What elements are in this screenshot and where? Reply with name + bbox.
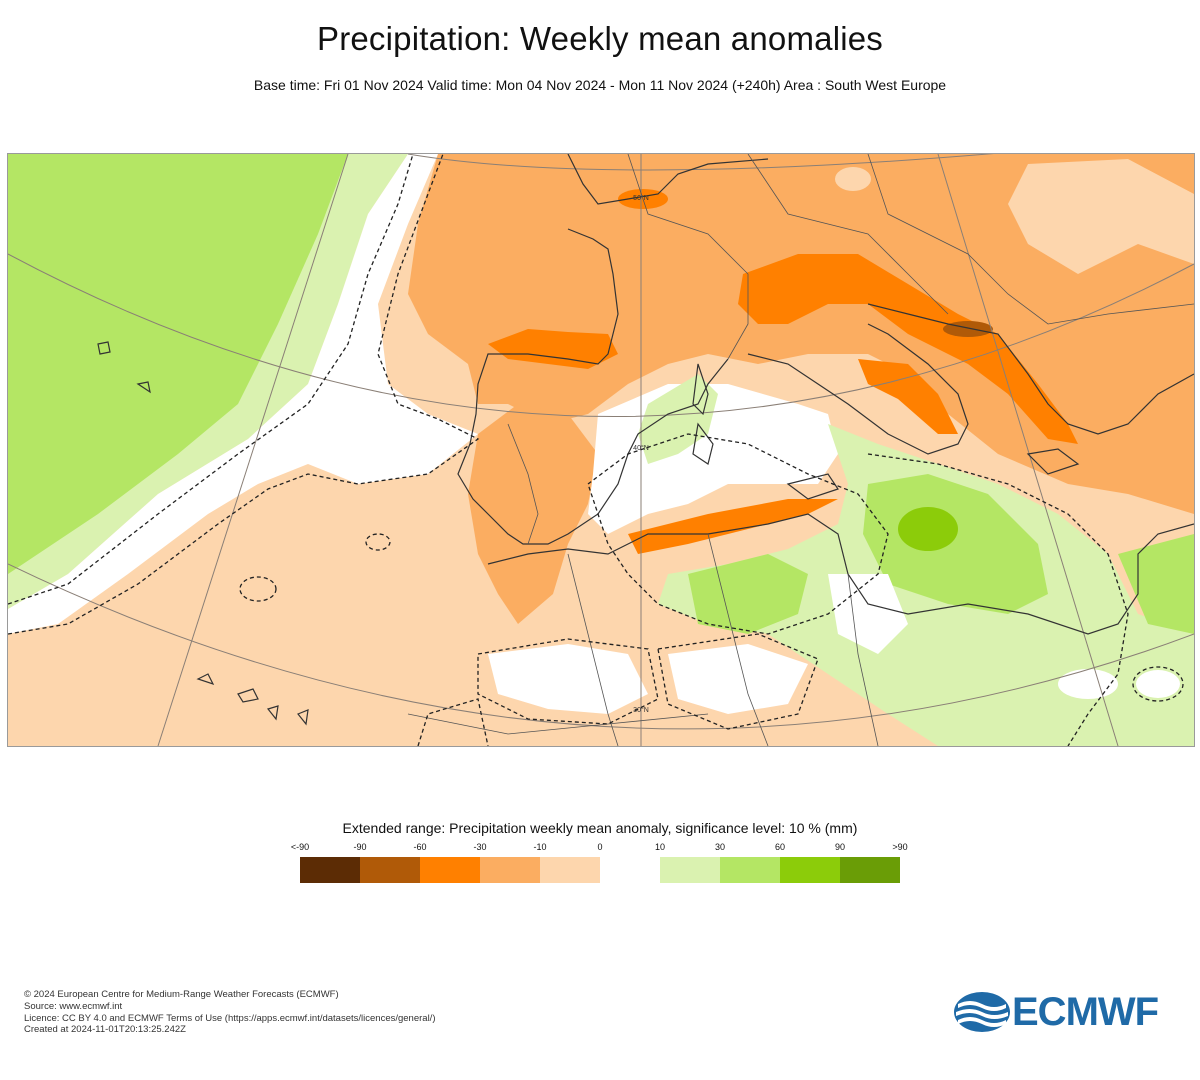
legend-swatch-5 <box>600 857 660 883</box>
footer-source: Source: www.ecmwf.int <box>24 1000 123 1012</box>
coastline-channel <box>567 154 769 205</box>
legend-swatch-6 <box>660 857 720 883</box>
legend-swatch-0 <box>300 857 360 883</box>
border-france-east <box>627 154 749 360</box>
coastline-crete <box>1026 448 1080 475</box>
legend-swatch-9 <box>840 857 900 883</box>
coastline-corsica <box>692 363 709 416</box>
ecmwf-logo-icon <box>954 992 1010 1032</box>
border-libya-egypt <box>847 573 879 746</box>
significance-contour-sahara-central <box>657 633 819 730</box>
footer-created: Created at 2024-11-01T20:13:25.242Z <box>24 1024 186 1036</box>
anomaly-field-strong-orange-italy <box>858 359 958 434</box>
anomaly-field-strong-green-ionian <box>898 507 958 551</box>
country-borders <box>407 154 1194 746</box>
grid-label-30n: 30°N <box>633 706 649 714</box>
legend-label-9: 90 <box>834 842 846 852</box>
anomaly-field-strong-orange-biscay <box>488 329 618 369</box>
anomaly-field-green-atlantic <box>8 154 348 574</box>
significance-contour-coastal <box>8 154 480 635</box>
coastline-italy <box>747 323 969 455</box>
legend-label-0: <-90 <box>290 842 310 852</box>
parallel-line-50n <box>8 253 1194 417</box>
legend-label-4: -10 <box>533 842 547 852</box>
significance-contour-south <box>417 698 489 746</box>
footer-licence: Licence: CC BY 4.0 and ECMWF Terms of Us… <box>24 1012 436 1024</box>
grid-label-50n: 50°N <box>633 194 649 202</box>
significance-contour-patch-small <box>365 533 391 551</box>
significance-contour-atlantic <box>8 154 414 605</box>
coastline-canary-islands <box>196 673 309 726</box>
precipitation-anomaly-map: 50°N 40°N 30°N <box>7 153 1195 747</box>
anomaly-field-neutral-patch-egypt <box>1058 669 1118 699</box>
legend-label-3: -30 <box>473 842 487 852</box>
parallel-line-30n <box>8 563 1194 730</box>
anomaly-field-orange-iberia <box>468 404 598 624</box>
footer-copyright: © 2024 European Centre for Medium-Range … <box>24 989 339 1000</box>
anomaly-field-strong-orange-alps-dinaric <box>738 254 1078 444</box>
legend-label-7: 30 <box>714 842 726 852</box>
legend-swatch-7 <box>720 857 780 883</box>
legend-swatch-4 <box>540 857 600 883</box>
legend-swatch-3 <box>480 857 540 883</box>
anomaly-field-neutral-gulf-sirte <box>828 574 908 654</box>
anomaly-field-neutral-patch-east <box>1136 670 1180 698</box>
meridian-line-west <box>157 154 349 746</box>
meridian-line-east <box>937 154 1119 746</box>
legend-label-2: -60 <box>413 842 427 852</box>
legend-swatch-1 <box>360 857 420 883</box>
border-sahel <box>407 713 709 735</box>
ecmwf-logo-text: ECMWF <box>1012 990 1159 1034</box>
border-spain-portugal <box>507 423 539 545</box>
significance-contours <box>8 154 1184 746</box>
anomaly-field-light-orange-east <box>1008 159 1194 274</box>
legend-labels: <-90 -90 -60 -30 -10 0 10 30 60 90 >90 <box>291 842 908 854</box>
legend-swatch-2 <box>420 857 480 883</box>
legend-label-5: 0 <box>597 842 603 852</box>
border-morocco-algeria <box>567 553 619 746</box>
significance-contour-east <box>867 453 1129 746</box>
legend-label-1: -90 <box>353 842 367 852</box>
anomaly-field-neutral-sahara-west <box>488 644 648 714</box>
anomaly-field-light-green-tyrrhenian <box>638 374 718 464</box>
anomaly-field-green-ionian <box>863 474 1048 614</box>
significance-contour-patch-atlantic <box>239 576 277 602</box>
coastline-north-africa <box>487 513 1194 635</box>
map-canvas: 50°N 40°N 30°N <box>8 154 1194 746</box>
graticule <box>8 154 1194 746</box>
border-algeria-libya <box>707 533 769 746</box>
map-title: Precipitation: Weekly mean anomalies <box>316 20 884 57</box>
legend-label-6: 10 <box>654 842 666 852</box>
coastline-balkans <box>867 303 1194 435</box>
border-eastern-europe <box>867 154 1194 325</box>
legend-swatch-8 <box>780 857 840 883</box>
significance-contour-patch-east <box>1132 666 1184 702</box>
anomaly-field-neutral-band <box>8 154 478 634</box>
legend-label-10: >90 <box>892 842 908 852</box>
coastline-azores <box>97 341 151 394</box>
legend-title: Extended range: Precipitation weekly mea… <box>342 820 858 836</box>
anomaly-field-neutral-sahara-central <box>668 644 808 714</box>
coastline-iberia-france <box>457 228 729 545</box>
anomaly-field-light-patch <box>835 167 871 191</box>
border-central-europe <box>747 154 949 315</box>
anomaly-field-green-levant <box>1118 534 1194 634</box>
coastlines <box>97 154 1194 726</box>
anomaly-field-dark-orange-balkans <box>943 321 993 337</box>
anomaly-field-strong-orange-north-africa <box>628 499 838 554</box>
parallel-line-north <box>407 154 994 171</box>
map-subtitle: Base time: Fri 01 Nov 2024 Valid time: M… <box>253 77 947 93</box>
significance-contour-mediterranean <box>587 433 889 635</box>
legend-label-8: 60 <box>774 842 786 852</box>
footer-credits: © 2024 European Centre for Medium-Range … <box>24 989 436 1036</box>
anomaly-field-orange-central <box>408 154 1194 514</box>
legend-color-bar <box>300 857 900 883</box>
grid-label-40n: 40°N <box>633 444 649 452</box>
